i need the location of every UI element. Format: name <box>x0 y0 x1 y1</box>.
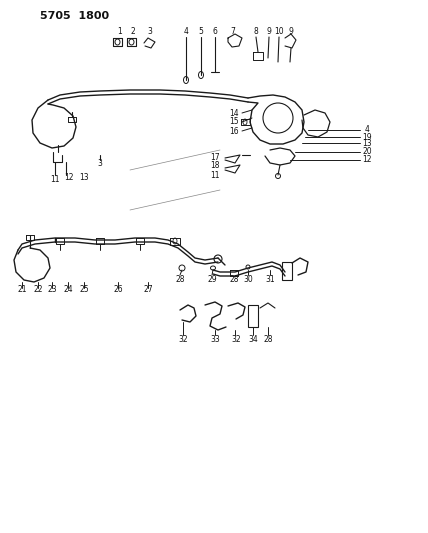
Text: 13: 13 <box>79 174 89 182</box>
Text: 26: 26 <box>113 286 123 295</box>
Text: 2: 2 <box>131 28 135 36</box>
Text: 24: 24 <box>63 286 73 295</box>
Text: 25: 25 <box>79 286 89 295</box>
Bar <box>248 305 258 327</box>
Text: 14: 14 <box>229 109 239 117</box>
Text: 19: 19 <box>362 133 372 141</box>
Text: 31: 31 <box>265 276 275 285</box>
Text: 11: 11 <box>211 171 220 180</box>
Text: 3: 3 <box>148 28 152 36</box>
Text: 3: 3 <box>98 158 102 167</box>
Text: 29: 29 <box>207 276 217 285</box>
Text: 28: 28 <box>175 276 185 285</box>
Text: 30: 30 <box>243 276 253 285</box>
Text: 17: 17 <box>211 152 220 161</box>
Text: 12: 12 <box>64 174 74 182</box>
Text: 20: 20 <box>362 148 372 157</box>
Text: 6: 6 <box>213 28 217 36</box>
Text: 4: 4 <box>365 125 369 134</box>
Text: 13: 13 <box>362 139 372 148</box>
Text: 5705  1800: 5705 1800 <box>40 11 110 21</box>
Text: 32: 32 <box>178 335 188 344</box>
Text: 23: 23 <box>47 286 57 295</box>
Text: 33: 33 <box>210 335 220 344</box>
Text: 18: 18 <box>211 161 220 171</box>
Text: 7: 7 <box>231 28 235 36</box>
Text: 27: 27 <box>143 286 153 295</box>
Text: 11: 11 <box>50 175 60 184</box>
Text: 9: 9 <box>267 28 271 36</box>
Text: 16: 16 <box>229 126 239 135</box>
Text: 8: 8 <box>254 28 259 36</box>
Text: 15: 15 <box>229 117 239 126</box>
Text: 32: 32 <box>231 335 241 344</box>
Text: 22: 22 <box>33 286 43 295</box>
Text: 5: 5 <box>199 28 203 36</box>
Text: 21: 21 <box>17 286 27 295</box>
Text: 12: 12 <box>362 156 372 165</box>
Bar <box>282 262 292 280</box>
Text: 28: 28 <box>229 276 239 285</box>
Text: 1: 1 <box>118 28 122 36</box>
Text: 34: 34 <box>248 335 258 344</box>
Text: 10: 10 <box>274 28 284 36</box>
Text: 4: 4 <box>184 28 188 36</box>
Text: 9: 9 <box>288 28 294 36</box>
Text: 28: 28 <box>263 335 273 344</box>
